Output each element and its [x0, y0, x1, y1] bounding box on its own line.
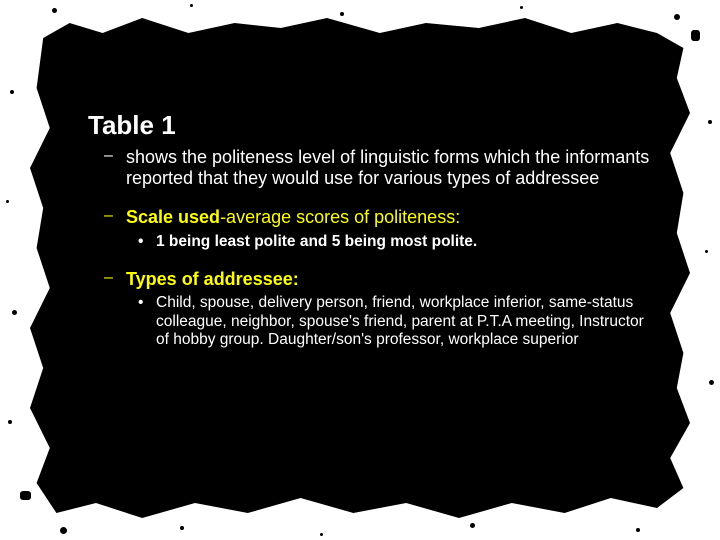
speckle — [691, 30, 700, 41]
bullet-2: Scale used-average scores of politeness:… — [126, 207, 650, 251]
speckle — [470, 523, 475, 528]
speckle — [180, 526, 184, 530]
speckle — [12, 310, 17, 315]
speckle — [636, 528, 640, 532]
speckle — [520, 6, 523, 9]
speckle — [709, 380, 714, 385]
bullet-2-text: Scale used-average scores of politeness: — [126, 207, 650, 228]
bullet-2-rest: -average scores of politeness: — [220, 207, 460, 227]
bullet-3: Types of addressee: Child, spouse, deliv… — [126, 269, 650, 349]
bullet-list: shows the politeness level of linguistic… — [88, 147, 650, 349]
slide-content: Table 1 shows the politeness level of li… — [88, 110, 650, 367]
bullet-3-sublist: Child, spouse, delivery person, friend, … — [126, 294, 650, 349]
speckle — [52, 8, 57, 13]
bullet-2-sublist: 1 being least polite and 5 being most po… — [126, 233, 650, 251]
bullet-3-text: Types of addressee: — [126, 269, 650, 290]
speckle — [708, 120, 712, 124]
speckle — [60, 527, 67, 534]
speckle — [705, 250, 708, 253]
speckle — [340, 12, 344, 16]
speckle — [674, 14, 680, 20]
bullet-1-text: shows the politeness level of linguistic… — [126, 147, 650, 189]
slide-title: Table 1 — [88, 110, 650, 141]
bullet-2-sub-1: 1 being least polite and 5 being most po… — [156, 233, 650, 251]
speckle — [320, 533, 323, 536]
speckle — [190, 4, 193, 7]
speckle — [20, 491, 31, 500]
speckle — [6, 200, 9, 203]
speckle — [10, 90, 14, 94]
speckle — [8, 420, 12, 424]
bullet-3-sub-1: Child, spouse, delivery person, friend, … — [156, 294, 650, 349]
bullet-1: shows the politeness level of linguistic… — [126, 147, 650, 189]
bullet-2-bold: Scale used — [126, 207, 220, 227]
